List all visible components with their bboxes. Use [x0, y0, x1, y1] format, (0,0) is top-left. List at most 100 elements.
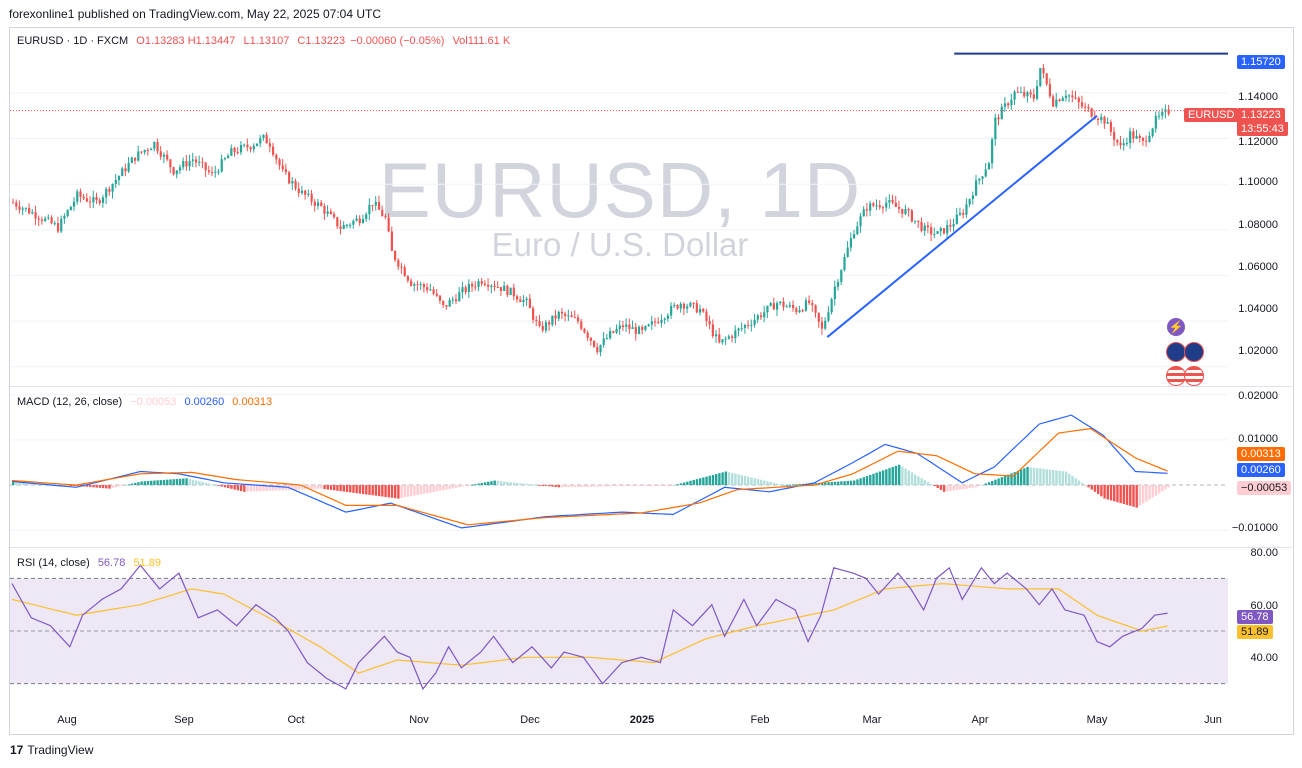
candle-body: [265, 134, 268, 144]
macd-histogram-bar: [888, 468, 891, 486]
candle-body: [1045, 73, 1048, 85]
candle-body: [538, 321, 541, 326]
macd-histogram-bar: [278, 485, 281, 491]
macd-histogram-bar: [12, 480, 15, 486]
signal-line: [11, 427, 1168, 526]
candle-body: [840, 270, 843, 282]
candle-body: [381, 209, 384, 217]
candle-body: [1151, 128, 1154, 136]
candle-body: [34, 212, 37, 219]
lightning-icon[interactable]: ⚡: [1167, 318, 1185, 336]
macd-histogram-bar: [1157, 485, 1161, 494]
macd-histogram-bar: [846, 480, 849, 486]
macd-histogram-bar: [843, 481, 846, 486]
macd-histogram-bar: [214, 485, 217, 487]
macd-histogram-bar: [72, 485, 76, 487]
candle-body: [1007, 103, 1010, 106]
macd-histogram-bar: [670, 485, 673, 487]
candle-body: [458, 292, 461, 302]
macd-histogram-bar: [307, 485, 310, 490]
countdown-tag: 13:55:43: [1237, 122, 1288, 136]
candle-body: [188, 161, 191, 167]
candle-body: [583, 328, 586, 333]
macd-histogram-bar: [1074, 478, 1077, 486]
tradingview-footer[interactable]: 17 TradingView: [10, 743, 93, 757]
candle-body: [1116, 139, 1119, 143]
macd-histogram-bar: [1087, 485, 1090, 488]
macd-histogram-bar: [159, 480, 163, 486]
candle-body: [374, 201, 377, 206]
macd-histogram-bar: [769, 482, 772, 486]
us-flag-icon-2[interactable]: [1184, 366, 1204, 386]
macd-plot[interactable]: [10, 388, 1228, 546]
price-legend: EURUSD · 1D · FXCM O1.13283 H1.13447 L1.…: [17, 35, 515, 47]
candle-body: [679, 303, 682, 309]
macd-histogram-bar: [137, 482, 140, 486]
macd-histogram-bar: [339, 485, 342, 492]
pane-separator-2[interactable]: [10, 547, 1294, 548]
rsi-ma-line: [11, 582, 1168, 674]
candle-body: [259, 138, 262, 144]
candle-body: [12, 202, 15, 204]
candle-body: [429, 289, 432, 291]
candle-body: [785, 306, 788, 308]
macd-histogram-bar: [156, 480, 159, 486]
us-flag-icon[interactable]: [1166, 366, 1186, 386]
x-axis-label: May: [1086, 714, 1108, 726]
macd-histogram-bar: [1084, 485, 1087, 487]
macd-histogram-bar: [628, 485, 631, 487]
eu-flag-icon[interactable]: [1166, 342, 1186, 362]
macd-label[interactable]: MACD (12, 26, close): [17, 396, 123, 408]
macd-histogram-bar: [759, 479, 763, 486]
candle-body: [698, 308, 702, 313]
candle-body: [496, 286, 499, 288]
macd-histogram-bar: [429, 485, 432, 493]
candle-body: [804, 300, 808, 311]
candle-body: [532, 308, 535, 320]
eu-flag-icon-2[interactable]: [1184, 342, 1204, 362]
macd-histogram-bar: [454, 485, 458, 488]
candle-body: [150, 148, 153, 151]
candle-body: [175, 170, 178, 175]
macd-histogram-bar: [95, 485, 98, 488]
rsi-plot[interactable]: [10, 549, 1228, 707]
candle-body: [246, 144, 249, 148]
macd-histogram-bar: [535, 484, 538, 486]
candle-body: [320, 202, 323, 207]
candle-body: [490, 285, 493, 287]
candle-body: [503, 285, 506, 291]
rsi-label[interactable]: RSI (14, close): [17, 557, 90, 569]
price-axis-tick: 1.04000: [1238, 303, 1278, 315]
macd-histogram-bar: [856, 479, 859, 486]
candle-body: [718, 334, 721, 343]
candle-body: [843, 256, 846, 271]
macd-histogram-bar: [413, 485, 416, 496]
candle-body: [901, 208, 904, 214]
candle-body: [737, 328, 740, 331]
candle-body: [820, 321, 824, 329]
x-axis-label: Dec: [520, 714, 540, 726]
candle-body: [95, 197, 98, 201]
candle-body: [705, 311, 708, 322]
candle-body: [47, 217, 50, 219]
price-plot[interactable]: [10, 45, 1228, 385]
hline-price-tag[interactable]: 1.15720: [1237, 55, 1285, 69]
pane-separator-1[interactable]: [10, 386, 1294, 387]
symbol-label[interactable]: EURUSD · 1D · FXCM: [17, 35, 129, 47]
candle-body: [249, 147, 252, 150]
candle-body: [307, 193, 310, 195]
candle-body: [1096, 118, 1100, 121]
candle-body: [853, 234, 856, 239]
macd-histogram-bar: [1138, 485, 1142, 506]
macd-histogram-bar: [1064, 471, 1068, 486]
macd-histogram-bar: [236, 485, 240, 491]
candle-body: [304, 190, 307, 195]
macd-histogram-bar: [1016, 470, 1020, 486]
candle-body: [795, 308, 798, 313]
candle-body: [493, 285, 496, 287]
macd-histogram-bar: [182, 478, 185, 486]
candle-body: [506, 285, 509, 296]
candle-body: [734, 330, 737, 339]
candle-body: [869, 203, 872, 211]
macd-histogram-bar: [933, 485, 936, 487]
